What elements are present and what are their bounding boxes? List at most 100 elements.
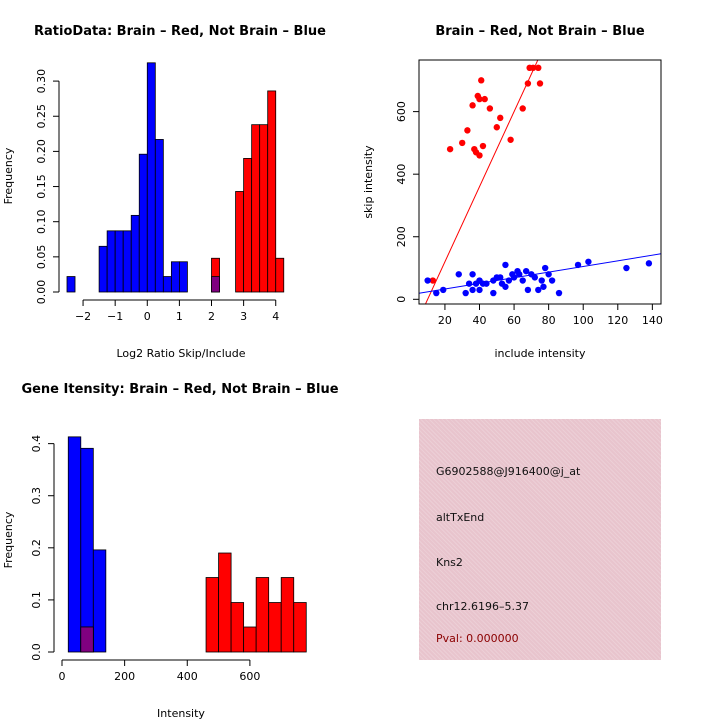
x-tick-label: 0 bbox=[144, 310, 151, 323]
x-tick-label: 140 bbox=[642, 314, 663, 327]
x-tick-label: 600 bbox=[239, 670, 260, 683]
scatter-point-brain bbox=[493, 124, 500, 131]
y-tick-label: 0.25 bbox=[35, 104, 48, 129]
x-tick-label: −2 bbox=[75, 310, 91, 323]
y-tick-label: 0.3 bbox=[30, 487, 43, 505]
scatter-point-brain bbox=[481, 95, 488, 103]
histogram-bar-not-brain bbox=[106, 230, 116, 293]
scatter-point-brain bbox=[497, 114, 504, 122]
x-tick-label: 400 bbox=[177, 670, 198, 683]
gene-info-panel: G6902588@J916400@j_at altTxEnd Kns2 chr1… bbox=[419, 419, 661, 660]
histogram-bar-brain bbox=[255, 577, 270, 653]
scatter-point-brain bbox=[535, 64, 542, 72]
y-tick-label: 0.10 bbox=[35, 209, 48, 234]
scatter-point-not-brain bbox=[516, 271, 523, 278]
y-tick-label: 0.15 bbox=[35, 174, 48, 199]
scatter-point-brain bbox=[478, 77, 485, 84]
scatter-point-brain bbox=[464, 127, 471, 134]
chart-title: Brain – Red, Not Brain – Blue bbox=[435, 24, 644, 39]
histogram-bar-brain bbox=[205, 577, 219, 653]
scatter-point-brain bbox=[507, 136, 514, 143]
histogram-bar-brain bbox=[243, 626, 257, 653]
skip-include-scatter-panel: Brain – Red, Not Brain – Blue 20 40 60 80 100… bbox=[362, 24, 663, 360]
scatter-point-brain bbox=[469, 102, 476, 109]
x-tick-label: 40 bbox=[473, 314, 487, 327]
scatter-point-not-brain bbox=[462, 289, 469, 297]
y-tick-label: 400 bbox=[395, 164, 408, 185]
probe-id: G6902588@J916400@j_at bbox=[436, 465, 581, 478]
scatter-point-not-brain bbox=[502, 283, 509, 290]
histogram-bar-not-brain bbox=[66, 276, 76, 293]
x-tick-label: 0 bbox=[59, 670, 66, 683]
histogram-bar-not-brain bbox=[178, 261, 188, 293]
scatter-point-not-brain bbox=[555, 289, 563, 297]
histogram-bar-not-brain bbox=[122, 230, 132, 293]
fit-line-brain-fit bbox=[424, 60, 539, 304]
scatter-point-not-brain bbox=[433, 289, 440, 297]
scatter-point-not-brain bbox=[505, 277, 513, 284]
x-tick-label: 200 bbox=[114, 670, 135, 683]
x-tick-label: 60 bbox=[507, 314, 521, 327]
histogram-bar-brain bbox=[243, 158, 253, 293]
histogram-bar-brain bbox=[218, 552, 232, 653]
y-axis-label: Frequency bbox=[2, 511, 15, 568]
scatter-point-not-brain bbox=[623, 264, 630, 272]
x-tick-label: −1 bbox=[107, 310, 123, 323]
scatter-point-not-brain bbox=[541, 264, 549, 272]
event-type: altTxEnd bbox=[436, 511, 485, 524]
x-tick-label: 20 bbox=[438, 314, 452, 327]
y-tick-label: 0.30 bbox=[35, 69, 48, 94]
x-tick-label: 120 bbox=[607, 314, 628, 327]
scatter-point-not-brain bbox=[645, 260, 653, 267]
scatter-point-brain bbox=[524, 80, 532, 87]
histogram-bar-not-brain bbox=[67, 436, 82, 653]
scatter-point-not-brain bbox=[483, 280, 490, 287]
y-tick-label: 0.4 bbox=[30, 435, 43, 453]
y-tick-label: 0.0 bbox=[30, 643, 43, 661]
scatter-point-brain bbox=[486, 105, 494, 112]
scatter-point-brain bbox=[459, 139, 466, 147]
y-tick-label: 0.2 bbox=[30, 539, 43, 557]
scatter-point-not-brain bbox=[585, 258, 592, 265]
histogram-bar-not-brain bbox=[98, 245, 108, 293]
scatter-point-not-brain bbox=[476, 286, 483, 294]
histogram-bar-brain bbox=[230, 602, 245, 653]
histogram-bar-brain bbox=[293, 602, 307, 653]
histogram-bar-not-brain bbox=[92, 549, 107, 653]
scatter-point-not-brain bbox=[538, 277, 545, 284]
ratio-histogram-panel: RatioData: Brain – Red, Not Brain – Blue… bbox=[2, 24, 326, 360]
scatter-point-brain bbox=[536, 80, 544, 87]
x-axis-label: include intensity bbox=[494, 347, 586, 360]
scatter-point-not-brain bbox=[574, 261, 582, 269]
y-tick-label: 600 bbox=[395, 101, 408, 122]
x-tick-label: 80 bbox=[542, 314, 556, 327]
chart-title: Gene Itensity: Brain – Red, Not Brain – … bbox=[21, 382, 338, 397]
histogram-bar-brain bbox=[251, 124, 261, 293]
scatter-point-brain bbox=[476, 152, 483, 159]
histogram-bar-overlap bbox=[80, 626, 94, 653]
scatter-point-not-brain bbox=[490, 289, 497, 297]
p-value: Pval: 0.000000 bbox=[436, 632, 519, 645]
scatter-point-not-brain bbox=[519, 277, 526, 284]
histogram-bar-not-brain bbox=[138, 153, 148, 293]
scatter-point-not-brain bbox=[455, 271, 462, 278]
y-tick-label: 0 bbox=[395, 296, 408, 303]
scatter-point-not-brain bbox=[502, 261, 509, 269]
histogram-bar-brain bbox=[267, 90, 277, 293]
histogram-bar-overlap bbox=[211, 276, 220, 293]
histogram-bar-not-brain bbox=[146, 62, 156, 293]
scatter-point-brain bbox=[519, 105, 526, 112]
fit-line-not-brain-fit bbox=[419, 253, 661, 294]
scatter-point-not-brain bbox=[540, 283, 547, 290]
y-tick-label: 0.20 bbox=[35, 139, 48, 164]
histogram-bar-brain bbox=[268, 602, 282, 653]
chart-title: RatioData: Brain – Red, Not Brain – Blue bbox=[34, 24, 326, 39]
y-tick-label: 0.00 bbox=[35, 280, 48, 305]
x-axis-label: Log2 Ratio Skip/Include bbox=[116, 347, 245, 360]
x-tick-label: 3 bbox=[240, 310, 247, 323]
scatter-point-not-brain bbox=[545, 271, 552, 278]
scatter-point-not-brain bbox=[522, 267, 530, 275]
x-axis-label: Intensity bbox=[157, 707, 205, 720]
scatter-point-not-brain bbox=[510, 274, 518, 281]
